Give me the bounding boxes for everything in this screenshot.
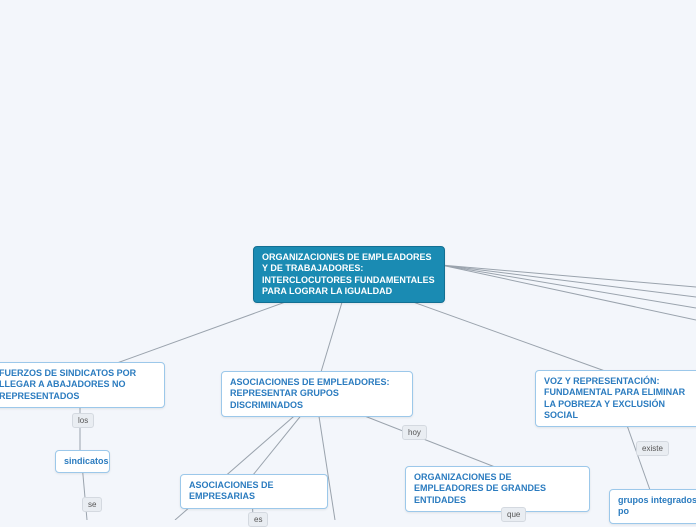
node-sindicatos[interactable]: sindicatos: [55, 450, 110, 473]
node-label: ORGANIZACIONES DE EMPLEADORES DE GRANDES…: [414, 472, 546, 505]
edge-label-text: se: [88, 500, 96, 509]
node-label: ASOCIACIONES DE EMPRESARIAS: [189, 480, 274, 501]
edge-label-hoy: hoy: [402, 425, 427, 440]
node-voz[interactable]: VOZ Y REPRESENTACIÓN: FUNDAMENTAL PARA E…: [535, 370, 696, 427]
node-label: VOZ Y REPRESENTACIÓN: FUNDAMENTAL PARA E…: [544, 376, 685, 420]
node-label: ASOCIACIONES DE EMPLEADORES: REPRESENTAR…: [230, 377, 390, 410]
node-asoc-empresarias[interactable]: ASOCIACIONES DE EMPRESARIAS: [180, 474, 328, 509]
edge-label-se: se: [82, 497, 102, 512]
node-org-grandes[interactable]: ORGANIZACIONES DE EMPLEADORES DE GRANDES…: [405, 466, 590, 512]
root-node[interactable]: ORGANIZACIONES DE EMPLEADORES Y DE TRABA…: [253, 246, 445, 303]
edge-label-text: que: [507, 510, 520, 519]
edge-label-existe: existe: [636, 441, 669, 456]
edge-label-los: los: [72, 413, 94, 428]
node-label: sindicatos: [64, 456, 109, 466]
edge-label-text: hoy: [408, 428, 421, 437]
edge-label-text: existe: [642, 444, 663, 453]
node-esfuerzos[interactable]: FUERZOS DE SINDICATOS POR LLEGAR A ABAJA…: [0, 362, 165, 408]
node-label: FUERZOS DE SINDICATOS POR LLEGAR A ABAJA…: [0, 368, 136, 401]
node-label: grupos integrados po: [618, 495, 696, 516]
node-asoc-empleadores[interactable]: ASOCIACIONES DE EMPLEADORES: REPRESENTAR…: [221, 371, 413, 417]
root-node-label: ORGANIZACIONES DE EMPLEADORES Y DE TRABA…: [262, 252, 435, 296]
edge-label-text: los: [78, 416, 88, 425]
node-grupos[interactable]: grupos integrados po: [609, 489, 696, 524]
